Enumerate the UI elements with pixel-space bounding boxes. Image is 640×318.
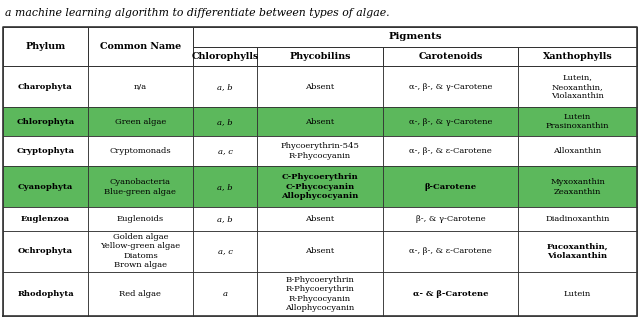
Text: Xanthophylls: Xanthophylls: [543, 52, 612, 61]
Text: C-Phycoerythrin
C-Phycocyanin
Allophycocyanin: C-Phycoerythrin C-Phycocyanin Allophycoc…: [282, 173, 358, 200]
Bar: [257, 207, 383, 231]
Bar: [383, 66, 518, 107]
Text: Lutein: Lutein: [564, 290, 591, 298]
Bar: [88, 136, 193, 166]
Bar: [518, 272, 637, 316]
Text: Charophyta: Charophyta: [18, 83, 73, 91]
Bar: [88, 231, 193, 272]
Bar: [383, 231, 518, 272]
Bar: [383, 166, 518, 207]
Text: Fucoxanthin,
Violaxanthin: Fucoxanthin, Violaxanthin: [547, 242, 608, 260]
Bar: [88, 272, 193, 316]
Text: Cryptophyta: Cryptophyta: [17, 147, 75, 155]
Bar: [88, 27, 193, 66]
Text: Phylum: Phylum: [26, 42, 66, 51]
Bar: [257, 107, 383, 136]
Text: a, b: a, b: [218, 118, 233, 126]
Bar: [383, 207, 518, 231]
Bar: [193, 207, 257, 231]
Text: Cyanobacteria
Blue-green algae: Cyanobacteria Blue-green algae: [104, 178, 177, 196]
Bar: [193, 136, 257, 166]
Text: Rhodophyta: Rhodophyta: [17, 290, 74, 298]
Bar: [518, 136, 637, 166]
Text: a: a: [223, 290, 228, 298]
Bar: [257, 231, 383, 272]
Bar: [518, 231, 637, 272]
Text: Pigments: Pigments: [388, 32, 442, 41]
Text: Chlorophylls: Chlorophylls: [191, 52, 259, 61]
Text: Absent: Absent: [305, 118, 335, 126]
Text: a, b: a, b: [218, 183, 233, 191]
Text: Cryptomonads: Cryptomonads: [109, 147, 172, 155]
Text: α-, β-, & γ-Carotene: α-, β-, & γ-Carotene: [409, 118, 492, 126]
Bar: [193, 272, 257, 316]
Bar: [383, 136, 518, 166]
Bar: [193, 231, 257, 272]
Text: Lutein,
Neoxanthin,
Violaxanthin: Lutein, Neoxanthin, Violaxanthin: [551, 73, 604, 100]
Bar: [518, 166, 637, 207]
Text: α-, β-, & ε-Carotene: α-, β-, & ε-Carotene: [409, 247, 492, 255]
Bar: [3, 231, 88, 272]
Bar: [257, 66, 383, 107]
Text: Red algae: Red algae: [120, 290, 161, 298]
Bar: [383, 272, 518, 316]
Bar: [3, 166, 88, 207]
Text: a, b: a, b: [218, 215, 233, 223]
Text: a, b: a, b: [218, 83, 233, 91]
Text: Phycobilins: Phycobilins: [289, 52, 351, 61]
Text: Myxoxanthin
Zeaxanthin: Myxoxanthin Zeaxanthin: [550, 178, 605, 196]
Bar: [383, 107, 518, 136]
Text: a, c: a, c: [218, 247, 232, 255]
Text: Euglenzoa: Euglenzoa: [21, 215, 70, 223]
Text: Ochrophyta: Ochrophyta: [18, 247, 73, 255]
Bar: [193, 166, 257, 207]
Text: α-, β-, & ε-Carotene: α-, β-, & ε-Carotene: [409, 147, 492, 155]
Bar: [193, 66, 257, 107]
Text: Golden algae
Yellow-green algae
Diatoms
Brown algae: Golden algae Yellow-green algae Diatoms …: [100, 233, 180, 269]
Bar: [88, 107, 193, 136]
Text: Green algae: Green algae: [115, 118, 166, 126]
Bar: [3, 272, 88, 316]
Text: β-Carotene: β-Carotene: [424, 183, 477, 191]
Text: Cyanophyta: Cyanophyta: [18, 183, 73, 191]
Bar: [383, 47, 518, 66]
Bar: [518, 47, 637, 66]
Text: α-, β-, & γ-Carotene: α-, β-, & γ-Carotene: [409, 83, 492, 91]
Text: n/a: n/a: [134, 83, 147, 91]
Bar: [518, 66, 637, 107]
Text: B-Phycoerythrin
R-Phycoerythrin
R-Phycocyanin
Allophycocyanin: B-Phycoerythrin R-Phycoerythrin R-Phycoc…: [285, 276, 355, 312]
Text: β-, & γ-Carotene: β-, & γ-Carotene: [415, 215, 485, 223]
Text: Absent: Absent: [305, 247, 335, 255]
Bar: [88, 166, 193, 207]
Text: a, c: a, c: [218, 147, 232, 155]
Bar: [3, 107, 88, 136]
Text: Carotenoids: Carotenoids: [419, 52, 483, 61]
Text: Alloxanthin: Alloxanthin: [554, 147, 602, 155]
Text: Absent: Absent: [305, 215, 335, 223]
Text: Absent: Absent: [305, 83, 335, 91]
Bar: [3, 136, 88, 166]
Text: Diadinoxanthin: Diadinoxanthin: [545, 215, 610, 223]
Bar: [257, 136, 383, 166]
Bar: [257, 47, 383, 66]
Bar: [88, 207, 193, 231]
Bar: [88, 66, 193, 107]
Bar: [3, 207, 88, 231]
Bar: [257, 166, 383, 207]
Bar: [3, 27, 88, 66]
Text: a machine learning algorithm to differentiate between types of algae.: a machine learning algorithm to differen…: [5, 8, 390, 18]
Bar: [518, 207, 637, 231]
Bar: [193, 27, 637, 47]
Text: Common Name: Common Name: [100, 42, 181, 51]
Text: Euglenoids: Euglenoids: [117, 215, 164, 223]
Bar: [3, 66, 88, 107]
Bar: [193, 47, 257, 66]
Bar: [257, 272, 383, 316]
Text: Chlorophyta: Chlorophyta: [17, 118, 75, 126]
Text: α- & β-Carotene: α- & β-Carotene: [413, 290, 488, 298]
Bar: [518, 107, 637, 136]
Text: Phycoerythrin-545
R-Phycocyanin: Phycoerythrin-545 R-Phycocyanin: [280, 142, 360, 160]
Text: Lutein
Prasinoxanthin: Lutein Prasinoxanthin: [546, 113, 609, 130]
Bar: [193, 107, 257, 136]
